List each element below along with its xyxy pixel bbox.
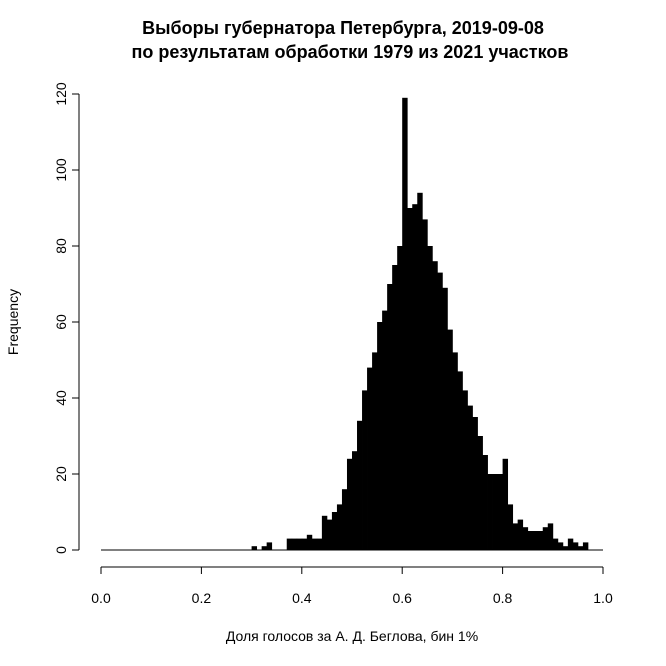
- histogram-bar: [582, 542, 589, 550]
- y-axis-ticks: 0 20 40 60 80 100 120: [53, 82, 79, 554]
- histogram-bar: [326, 519, 333, 550]
- histogram-bar: [472, 417, 478, 550]
- histogram-bar: [567, 538, 574, 550]
- histogram-bar: [311, 538, 318, 550]
- histogram-bar: [266, 542, 273, 550]
- histogram-bar: [502, 458, 509, 550]
- histogram-bar: [316, 538, 323, 550]
- histogram-bar: [301, 538, 308, 550]
- histogram-bar: [331, 512, 338, 550]
- y-axis-label: Frequency: [5, 289, 21, 355]
- histogram-bar: [432, 261, 438, 550]
- x-tick-label: 0.0: [91, 590, 111, 606]
- y-tick-label: 0: [53, 546, 69, 554]
- y-tick-label: 120: [53, 82, 69, 106]
- x-tick-label: 0.6: [392, 590, 412, 606]
- histogram-bar: [306, 534, 313, 550]
- histogram-bar: [542, 527, 549, 550]
- histogram-bar: [387, 284, 393, 550]
- x-axis-label: Доля голосов за А. Д. Беглова, бин 1%: [226, 628, 478, 644]
- histogram-bar: [417, 192, 423, 551]
- y-tick-label: 80: [53, 238, 69, 254]
- histogram-bar: [377, 322, 383, 550]
- y-tick-label: 40: [53, 390, 69, 406]
- histogram-bar: [341, 489, 348, 550]
- histogram-bar: [517, 519, 524, 550]
- histogram-bar: [547, 523, 554, 550]
- histogram-bar: [507, 504, 514, 550]
- histogram-bar: [367, 367, 373, 550]
- histogram-bar: [346, 458, 353, 550]
- histogram-bar: [261, 546, 268, 550]
- histogram-bar: [512, 523, 519, 550]
- histogram-bar: [577, 546, 584, 550]
- histogram-bar: [492, 474, 498, 550]
- histogram-bar: [562, 546, 569, 550]
- x-tick-label: 0.8: [493, 590, 513, 606]
- histogram-bar: [442, 287, 448, 550]
- histogram-bar: [412, 204, 418, 550]
- histogram-bar: [527, 531, 534, 550]
- histogram-bar: [557, 542, 564, 550]
- x-tick-label: 0.4: [292, 590, 312, 606]
- histogram-bar: [321, 515, 328, 550]
- histogram-bar: [251, 546, 258, 550]
- histogram-bar: [357, 420, 363, 550]
- chart-title: Выборы губернатора Петербурга, 2019-09-0…: [142, 18, 544, 38]
- histogram-bar: [286, 538, 293, 550]
- histogram-bar: [427, 246, 433, 550]
- histogram-bar: [467, 405, 473, 550]
- x-tick-label: 1.0: [593, 590, 613, 606]
- histogram-bar: [532, 531, 539, 550]
- histogram-bar: [296, 538, 303, 550]
- y-tick-label: 100: [53, 158, 69, 182]
- histogram-bar: [572, 542, 579, 550]
- histogram-bar: [402, 97, 408, 551]
- histogram-bar: [537, 531, 544, 550]
- histogram-bar: [372, 352, 378, 550]
- histogram-bar: [392, 265, 398, 550]
- chart-subtitle: по результатам обработки 1979 из 2021 уч…: [132, 42, 569, 62]
- histogram-bar: [457, 371, 463, 550]
- histogram-bar: [452, 352, 458, 550]
- y-tick-label: 60: [53, 314, 69, 330]
- histogram-bar: [382, 310, 388, 550]
- histogram-bar: [462, 390, 468, 550]
- histogram-bar: [497, 474, 503, 550]
- histogram-bar: [487, 474, 493, 550]
- y-tick-label: 20: [53, 466, 69, 482]
- histogram-bar: [552, 538, 559, 550]
- histogram-bar: [362, 390, 368, 550]
- histogram-bar: [422, 219, 428, 550]
- histogram-bar: [477, 436, 483, 550]
- histogram-bar: [522, 527, 529, 550]
- x-tick-label: 0.2: [192, 590, 212, 606]
- histogram-bar: [352, 451, 358, 550]
- histogram-bar: [397, 246, 403, 550]
- histogram-bar: [447, 329, 453, 550]
- histogram-bars: [101, 97, 603, 551]
- histogram-bar: [336, 504, 343, 550]
- histogram-bar: [407, 208, 413, 550]
- histogram-bar: [291, 538, 298, 550]
- histogram-bar: [482, 455, 488, 550]
- histogram-bar: [437, 272, 443, 550]
- x-axis-ticks: 0.0 0.2 0.4 0.6 0.8 1.0: [91, 567, 613, 606]
